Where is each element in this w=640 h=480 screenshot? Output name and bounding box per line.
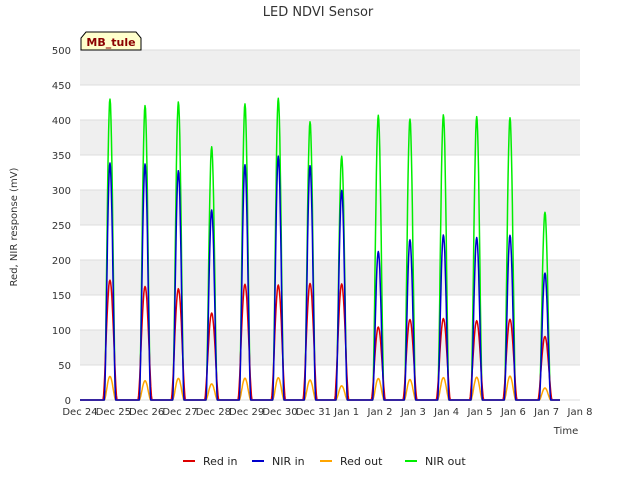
- x-tick-label: Jan 7: [533, 407, 559, 418]
- site-badge: MB_tule: [80, 31, 142, 51]
- plot-band: [80, 190, 580, 225]
- x-tick-label: Jan 1: [333, 407, 359, 418]
- legend-label: NIR out: [425, 455, 466, 468]
- x-tick-label: Jan 2: [367, 407, 393, 418]
- x-tick-label: Dec 31: [296, 407, 331, 418]
- y-tick-label: 500: [52, 46, 71, 57]
- y-tick-label: 150: [52, 291, 71, 302]
- y-axis-ticks: 0 50 100 150 200 250 300 350 400 450 500: [52, 46, 71, 407]
- site-badge-label: MB_tule: [86, 36, 135, 49]
- legend-label: NIR in: [272, 455, 305, 468]
- y-tick-label: 300: [52, 186, 71, 197]
- x-tick-label: Dec 26: [129, 407, 164, 418]
- x-tick-label: Jan 3: [400, 407, 426, 418]
- x-tick-label: Dec 29: [229, 407, 264, 418]
- legend-label: Red in: [203, 455, 237, 468]
- x-tick-label: Jan 6: [500, 407, 526, 418]
- x-tick-label: Jan 5: [467, 407, 493, 418]
- y-tick-label: 350: [52, 151, 71, 162]
- legend-label: Red out: [340, 455, 383, 468]
- x-axis-label: Time: [553, 426, 578, 437]
- x-tick-label: Jan 4: [433, 407, 459, 418]
- y-tick-label: 0: [65, 396, 71, 407]
- plot-band: [80, 330, 580, 365]
- x-tick-label: Dec 27: [162, 407, 197, 418]
- x-tick-label: Dec 25: [96, 407, 131, 418]
- legend: Red in NIR in Red out NIR out: [183, 455, 466, 468]
- x-tick-label: Dec 28: [196, 407, 231, 418]
- y-tick-label: 250: [52, 221, 71, 232]
- x-tick-label: Dec 30: [262, 407, 297, 418]
- y-tick-label: 100: [52, 326, 71, 337]
- y-tick-label: 50: [58, 361, 71, 372]
- y-tick-label: 200: [52, 256, 71, 267]
- x-tick-label: Jan 8: [567, 407, 593, 418]
- plot-band: [80, 260, 580, 295]
- series-line-nir-in: [80, 155, 560, 401]
- series-layer: [80, 97, 560, 401]
- y-axis-label: Red, NIR response (mV): [9, 167, 20, 286]
- chart-title: LED NDVI Sensor: [263, 5, 374, 20]
- y-tick-label: 450: [52, 81, 71, 92]
- plot-band: [80, 120, 580, 155]
- x-tick-label: Dec 24: [62, 407, 97, 418]
- y-tick-label: 400: [52, 116, 71, 127]
- plot-band: [80, 50, 580, 85]
